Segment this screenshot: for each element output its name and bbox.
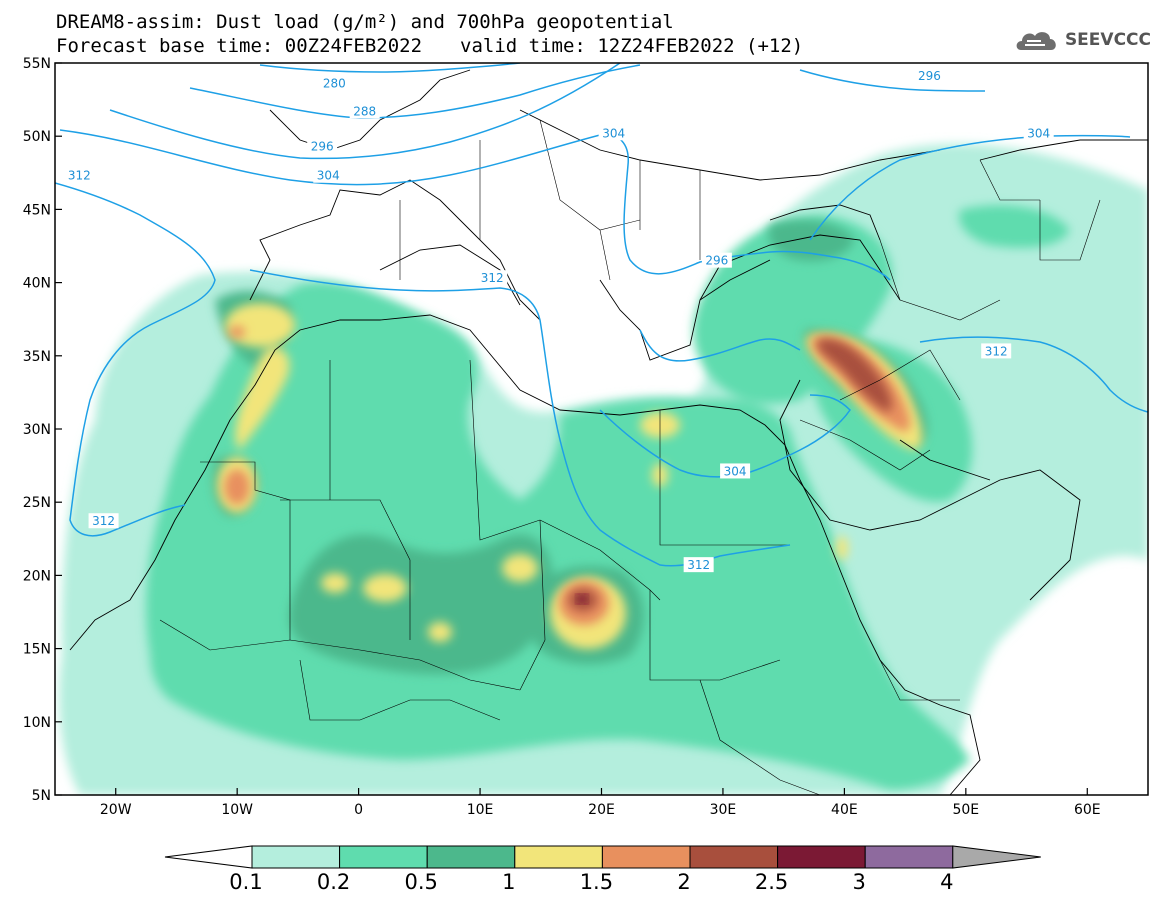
colorbar-swatch [514, 845, 603, 869]
contour-labels: 280 288 296 304 312 312 304 296 304 296 312 304 312 3… [64, 68, 1054, 573]
country-borders [159, 119, 1101, 795]
lat-tick-label: 5N [32, 788, 51, 804]
lat-tick-label: 40N [23, 276, 51, 292]
lon-tick-label: 10W [221, 802, 253, 818]
lat-tick-label: 25N [23, 495, 51, 511]
colorbar-swatch [777, 845, 866, 869]
colorbar-swatch [864, 845, 954, 869]
contour-label-text: 288 [353, 104, 376, 118]
valid-time: valid time: 12Z24FEB2022 (+12) [460, 35, 804, 57]
colorbar-label: 0.5 [404, 870, 437, 894]
colorbar: 0.1 0.2 0.5 1 1.5 2 2.5 3 4 [164, 845, 1041, 894]
contour-label-text: 304 [602, 126, 625, 140]
contour-label: 312 [477, 270, 508, 286]
seevccc-logo: SEEVCCC [1013, 26, 1151, 54]
colorbar-over-arrow [952, 845, 1041, 869]
lon-tick-label: 40E [831, 802, 858, 818]
lon-tick-label: 20W [100, 802, 132, 818]
dust-field-level-7 [576, 594, 588, 604]
contour-label-bg [477, 270, 508, 286]
contour-label-text: 296 [918, 69, 941, 83]
colorbar-label: 4 [940, 870, 953, 894]
contour-label-bg [319, 75, 350, 91]
contour-label-text: 296 [705, 254, 728, 268]
base-time: Forecast base time: 00Z24FEB2022 [56, 35, 423, 57]
latitude-axis: 55N 50N 45N 40N 35N 30N 25N 20N 15N 10N 5N [23, 56, 62, 804]
contour-label-text: 304 [317, 169, 340, 183]
lat-tick-label: 15N [23, 642, 51, 658]
lon-tick-label: 30E [710, 802, 737, 818]
contour-label-bg [313, 167, 344, 183]
colorbar-label: 0.2 [317, 870, 350, 894]
contour-label: 304 [1023, 125, 1054, 141]
contour-label-bg [598, 125, 629, 141]
contour-label-bg [1023, 125, 1054, 141]
lat-tick-label: 30N [23, 422, 51, 438]
contour-label-text: 304 [1027, 126, 1050, 140]
contour-label: 312 [88, 513, 119, 529]
contour-label: 312 [981, 343, 1012, 359]
lat-tick-label: 20N [23, 568, 51, 584]
lat-tick-label: 45N [23, 202, 51, 218]
contour-label-text: 312 [481, 271, 504, 285]
contour-label-bg [720, 463, 751, 479]
lat-tick-label: 10N [23, 715, 51, 731]
contour-label: 296 [701, 252, 732, 268]
contour-label-text: 304 [724, 464, 747, 478]
contour-label-text: 312 [68, 169, 91, 183]
colorbar-swatch [426, 845, 516, 869]
contour-label-bg [307, 138, 338, 154]
colorbar-swatch [339, 845, 428, 869]
colorbar-label: 3 [853, 870, 866, 894]
colorbar-swatch [251, 845, 341, 869]
colorbar-under-arrow [164, 845, 253, 869]
lat-tick-label: 55N [23, 56, 51, 72]
lon-tick-label: 50E [952, 802, 979, 818]
contour-label-bg [88, 513, 119, 529]
contour-label-bg [349, 103, 380, 119]
lon-tick-label: 0 [354, 802, 363, 818]
contour-label: 312 [64, 167, 95, 183]
cloud-icon [1016, 32, 1056, 50]
lat-tick-label: 50N [23, 129, 51, 145]
contour-label-text: 312 [687, 558, 710, 572]
chart-title: DREAM8-assim: Dust load (g/m²) and 700hP… [56, 11, 674, 33]
contour-label-bg [64, 167, 95, 183]
logo-text: SEEVCCC [1064, 30, 1151, 50]
contour-label: 312 [683, 557, 714, 573]
contour-label: 288 [349, 103, 380, 119]
contour-label-text: 312 [985, 344, 1008, 358]
contour-label-bg [683, 557, 714, 573]
colorbar-label: 1 [502, 870, 515, 894]
lat-tick-label: 35N [23, 349, 51, 365]
contour-label: 280 [319, 75, 350, 91]
contour-label-bg [701, 252, 732, 268]
longitude-axis: 20W 10W 0 10E 20E 30E 40E 50E 60E [100, 788, 1101, 818]
colorbar-label: 2 [677, 870, 690, 894]
contour-label-text: 296 [311, 139, 334, 153]
lon-tick-label: 60E [1074, 802, 1101, 818]
colorbar-label: 1.5 [580, 870, 613, 894]
contour-label-text: 312 [92, 514, 115, 528]
contour-label: 296 [307, 138, 338, 154]
colorbar-label: 2.5 [755, 870, 788, 894]
colorbar-swatch [689, 845, 779, 869]
contour-label: 304 [313, 167, 344, 183]
lon-tick-label: 20E [588, 802, 615, 818]
contour-label: 296 [914, 68, 945, 84]
chart-subtitle: Forecast base time: 00Z24FEB2022 valid ti… [56, 37, 803, 56]
contour-label: 304 [720, 463, 751, 479]
contour-label-bg [981, 343, 1012, 359]
contour-label: 304 [598, 125, 629, 141]
lon-tick-label: 10E [467, 802, 494, 818]
contour-label-bg [914, 68, 945, 84]
colorbar-label: 0.1 [229, 870, 262, 894]
colorbar-swatch [601, 845, 691, 869]
contour-label-text: 280 [323, 76, 346, 90]
map-area [55, 63, 1148, 795]
